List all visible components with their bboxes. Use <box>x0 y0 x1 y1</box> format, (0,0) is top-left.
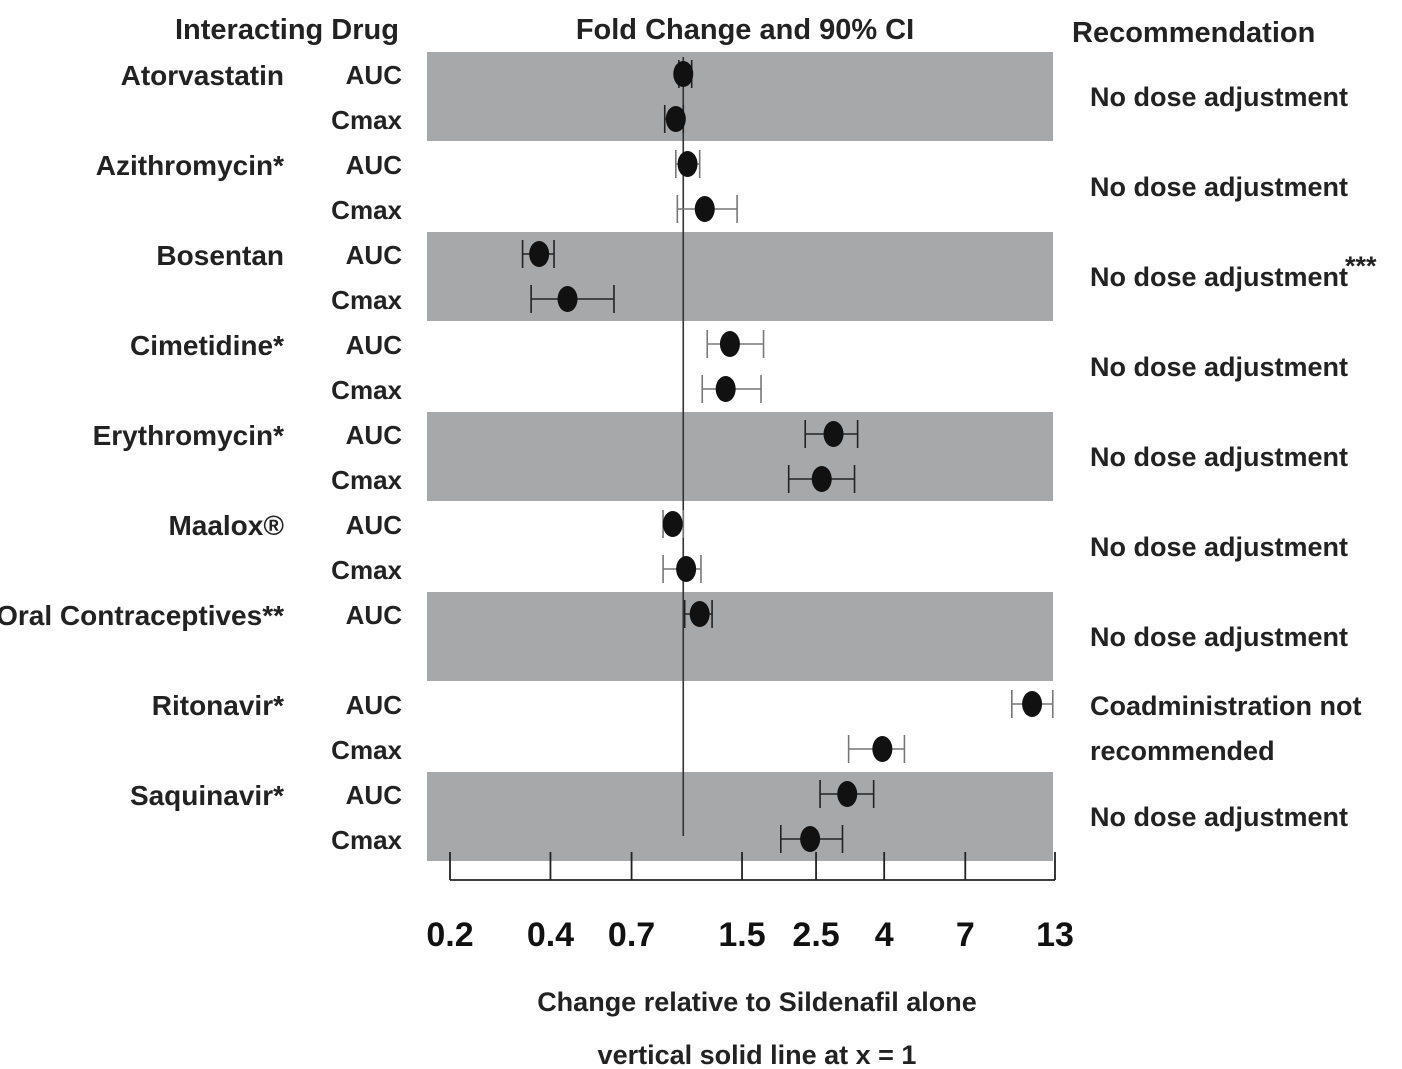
parameter-label: AUC <box>346 690 403 720</box>
recommendation-text: No dose adjustment <box>1090 352 1348 382</box>
recommendation-text: No dose adjustment <box>1090 622 1348 652</box>
x-tick-label: 0.4 <box>527 916 574 954</box>
x-tick-label: 4 <box>875 916 894 954</box>
row-band <box>427 232 1053 321</box>
recommendation-text: recommended <box>1090 736 1275 766</box>
point-estimate <box>694 196 715 222</box>
point-estimate <box>719 331 740 357</box>
point-estimate <box>677 151 698 177</box>
recommendation-text: No dose adjustment <box>1090 532 1348 562</box>
drug-label: Azithromycin* <box>96 150 284 181</box>
drug-label: Bosentan <box>156 240 284 271</box>
point-estimate <box>715 376 736 402</box>
parameter-label: AUC <box>346 600 403 630</box>
plot-rows <box>521 60 1054 853</box>
x-axis-subtitle: vertical solid line at x = 1 <box>598 1040 917 1069</box>
parameter-label: AUC <box>346 150 403 180</box>
point-estimate <box>673 61 694 87</box>
point-estimate <box>872 736 893 762</box>
parameter-label: AUC <box>346 60 403 90</box>
drug-label: Maalox® <box>168 510 284 541</box>
parameter-label: AUC <box>346 780 403 810</box>
header-interacting-drug: Interacting Drug <box>175 14 399 46</box>
x-axis-title: Change relative to Sildenafil alone <box>537 987 977 1017</box>
parameter-label: Cmax <box>331 465 402 495</box>
point-estimate <box>811 466 832 492</box>
parameter-label: Cmax <box>331 375 402 405</box>
row-band <box>427 52 1053 141</box>
point-estimate <box>800 826 821 852</box>
recommendation-text: No dose adjustment <box>1090 262 1348 292</box>
parameter-label: Cmax <box>331 195 402 225</box>
drug-label: Ritonavir* <box>152 690 284 721</box>
header-fold-change: Fold Change and 90% CI <box>576 14 914 46</box>
point-estimate <box>529 241 550 267</box>
point-estimate <box>665 106 686 132</box>
point-estimate <box>837 781 858 807</box>
x-axis: 0.2 0.4 0.7 1.5 2.5 4 7 13 <box>426 852 1074 954</box>
drug-label: Saquinavir* <box>130 780 284 811</box>
point-estimate <box>557 286 578 312</box>
row-band <box>427 592 1053 681</box>
recommendation-text: No dose adjustment <box>1090 172 1348 202</box>
recommendation-text: Coadministration not <box>1090 691 1362 721</box>
row-band <box>427 772 1053 861</box>
row-labels: Atorvastatin AUC Cmax No dose adjustment Azi… <box>0 60 1377 855</box>
point-estimate <box>1022 691 1043 717</box>
point-estimate <box>823 421 844 447</box>
drug-label: Oral Contraceptives** <box>0 600 284 631</box>
parameter-label: Cmax <box>331 105 402 135</box>
drug-label: Cimetidine* <box>130 330 284 361</box>
parameter-label: Cmax <box>331 555 402 585</box>
recommendation-text: No dose adjustment <box>1090 802 1348 832</box>
row-bands <box>427 52 1053 861</box>
x-tick-label: 1.5 <box>718 916 765 954</box>
parameter-label: AUC <box>346 330 403 360</box>
point-estimate <box>662 511 683 537</box>
parameter-label: Cmax <box>331 285 402 315</box>
parameter-label: AUC <box>346 240 403 270</box>
parameter-label: Cmax <box>331 825 402 855</box>
header-recommendation: Recommendation <box>1072 17 1315 49</box>
parameter-label: Cmax <box>331 735 402 765</box>
point-estimate <box>676 556 697 582</box>
row-band <box>427 412 1053 501</box>
recommendation-footnote: *** <box>1345 251 1377 281</box>
recommendation-text: No dose adjustment <box>1090 82 1348 112</box>
recommendation-text: No dose adjustment <box>1090 442 1348 472</box>
x-tick-label: 7 <box>956 916 975 954</box>
drug-label: Atorvastatin <box>121 60 284 91</box>
parameter-label: AUC <box>346 420 403 450</box>
drug-label: Erythromycin* <box>93 420 284 451</box>
parameter-label: AUC <box>346 510 403 540</box>
point-estimate <box>689 601 710 627</box>
x-tick-label: 0.2 <box>426 916 473 954</box>
x-tick-label: 13 <box>1036 916 1074 954</box>
x-tick-label: 2.5 <box>792 916 839 954</box>
x-tick-label: 0.7 <box>608 916 655 954</box>
